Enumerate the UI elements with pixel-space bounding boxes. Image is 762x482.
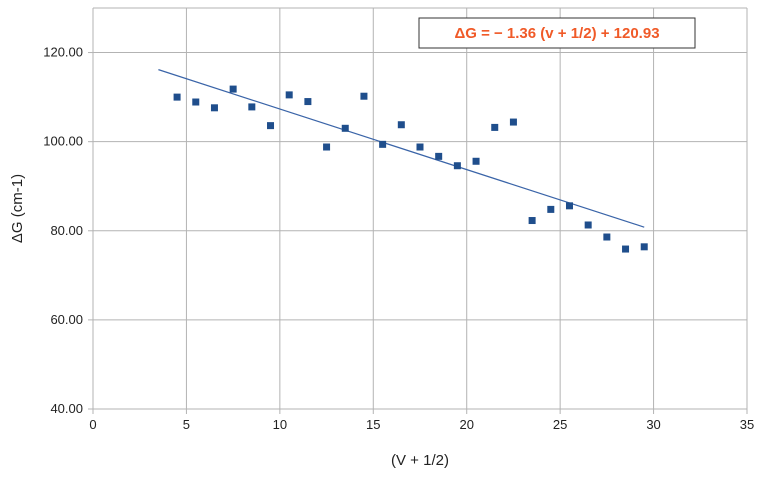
equation-text: ΔG = − 1.36 (v + 1/2) + 120.93 (454, 25, 659, 42)
data-point (435, 152, 443, 160)
y-axis-title: ΔG (cm-1) (9, 174, 26, 243)
data-point (584, 221, 592, 229)
x-tick-label: 15 (366, 417, 380, 432)
x-axis-title: (V + 1/2) (391, 452, 449, 469)
data-point (192, 98, 200, 106)
data-point (491, 123, 499, 131)
data-point (528, 217, 536, 225)
plot-area (93, 8, 747, 409)
data-point (416, 143, 424, 151)
data-point (229, 85, 237, 93)
grid (92, 7, 748, 410)
x-tick-label: 20 (459, 417, 473, 432)
data-point (509, 118, 517, 126)
y-tick-label: 120.00 (43, 45, 83, 60)
x-tick-label: 30 (646, 417, 660, 432)
data-point (397, 121, 405, 129)
data-point (304, 98, 312, 106)
data-point (472, 157, 480, 165)
data-point (565, 202, 573, 210)
y-tick-label: 100.00 (43, 134, 83, 149)
data-point (622, 245, 630, 253)
x-tick-label: 5 (183, 417, 190, 432)
x-axis-ticks: 0 5 10 15 20 25 30 35 (89, 409, 754, 432)
x-tick-label: 25 (553, 417, 567, 432)
data-point (341, 124, 349, 132)
x-tick-label: 10 (273, 417, 287, 432)
y-tick-label: 40.00 (50, 401, 83, 416)
data-points (173, 85, 648, 253)
x-tick-label: 0 (89, 417, 96, 432)
data-point (547, 205, 555, 213)
data-point (173, 93, 181, 101)
data-point (379, 140, 387, 148)
data-point (360, 92, 368, 100)
trendline (158, 69, 645, 228)
y-tick-label: 60.00 (50, 312, 83, 327)
data-point (267, 122, 275, 130)
y-tick-label: 80.00 (50, 223, 83, 238)
data-point (248, 103, 256, 111)
y-axis-ticks: 40.00 60.00 80.00 100.00 120.00 (43, 45, 93, 416)
data-point (603, 233, 611, 241)
x-tick-label: 35 (740, 417, 754, 432)
data-point (210, 104, 218, 112)
equation-annotation: ΔG = − 1.36 (v + 1/2) + 120.93 (418, 17, 696, 49)
data-point (323, 143, 331, 151)
data-point (285, 91, 293, 99)
data-point (640, 243, 648, 251)
data-point (453, 162, 461, 170)
equation-box (418, 17, 696, 49)
